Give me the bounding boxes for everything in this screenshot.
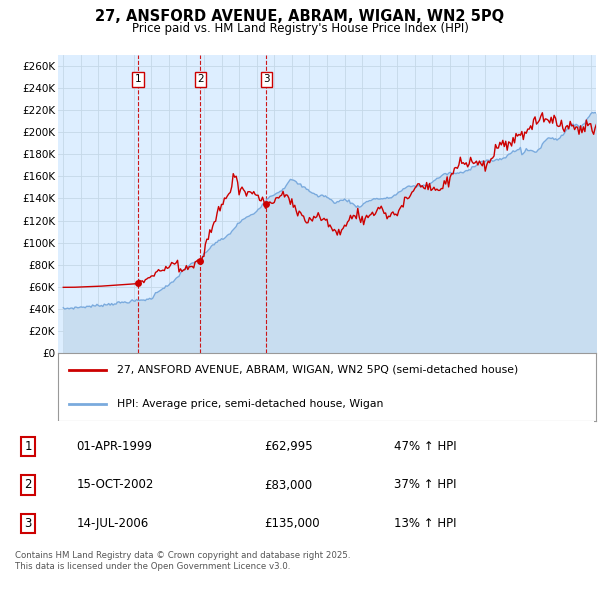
Text: £135,000: £135,000 bbox=[265, 517, 320, 530]
Text: 2: 2 bbox=[197, 74, 203, 84]
Text: 37% ↑ HPI: 37% ↑ HPI bbox=[394, 478, 457, 491]
Text: 3: 3 bbox=[25, 517, 32, 530]
Text: HPI: Average price, semi-detached house, Wigan: HPI: Average price, semi-detached house,… bbox=[117, 399, 383, 409]
Text: 27, ANSFORD AVENUE, ABRAM, WIGAN, WN2 5PQ: 27, ANSFORD AVENUE, ABRAM, WIGAN, WN2 5P… bbox=[95, 9, 505, 24]
Text: 15-OCT-2002: 15-OCT-2002 bbox=[77, 478, 154, 491]
Text: 3: 3 bbox=[263, 74, 269, 84]
Text: 01-APR-1999: 01-APR-1999 bbox=[77, 440, 152, 453]
Text: 13% ↑ HPI: 13% ↑ HPI bbox=[394, 517, 457, 530]
Text: 1: 1 bbox=[134, 74, 142, 84]
Text: 14-JUL-2006: 14-JUL-2006 bbox=[77, 517, 149, 530]
Text: 27, ANSFORD AVENUE, ABRAM, WIGAN, WN2 5PQ (semi-detached house): 27, ANSFORD AVENUE, ABRAM, WIGAN, WN2 5P… bbox=[117, 365, 518, 375]
Text: Contains HM Land Registry data © Crown copyright and database right 2025.
This d: Contains HM Land Registry data © Crown c… bbox=[15, 551, 350, 571]
Text: 47% ↑ HPI: 47% ↑ HPI bbox=[394, 440, 457, 453]
Text: 2: 2 bbox=[25, 478, 32, 491]
Text: 1: 1 bbox=[25, 440, 32, 453]
Text: Price paid vs. HM Land Registry's House Price Index (HPI): Price paid vs. HM Land Registry's House … bbox=[131, 22, 469, 35]
Text: £83,000: £83,000 bbox=[265, 478, 313, 491]
Text: £62,995: £62,995 bbox=[265, 440, 313, 453]
